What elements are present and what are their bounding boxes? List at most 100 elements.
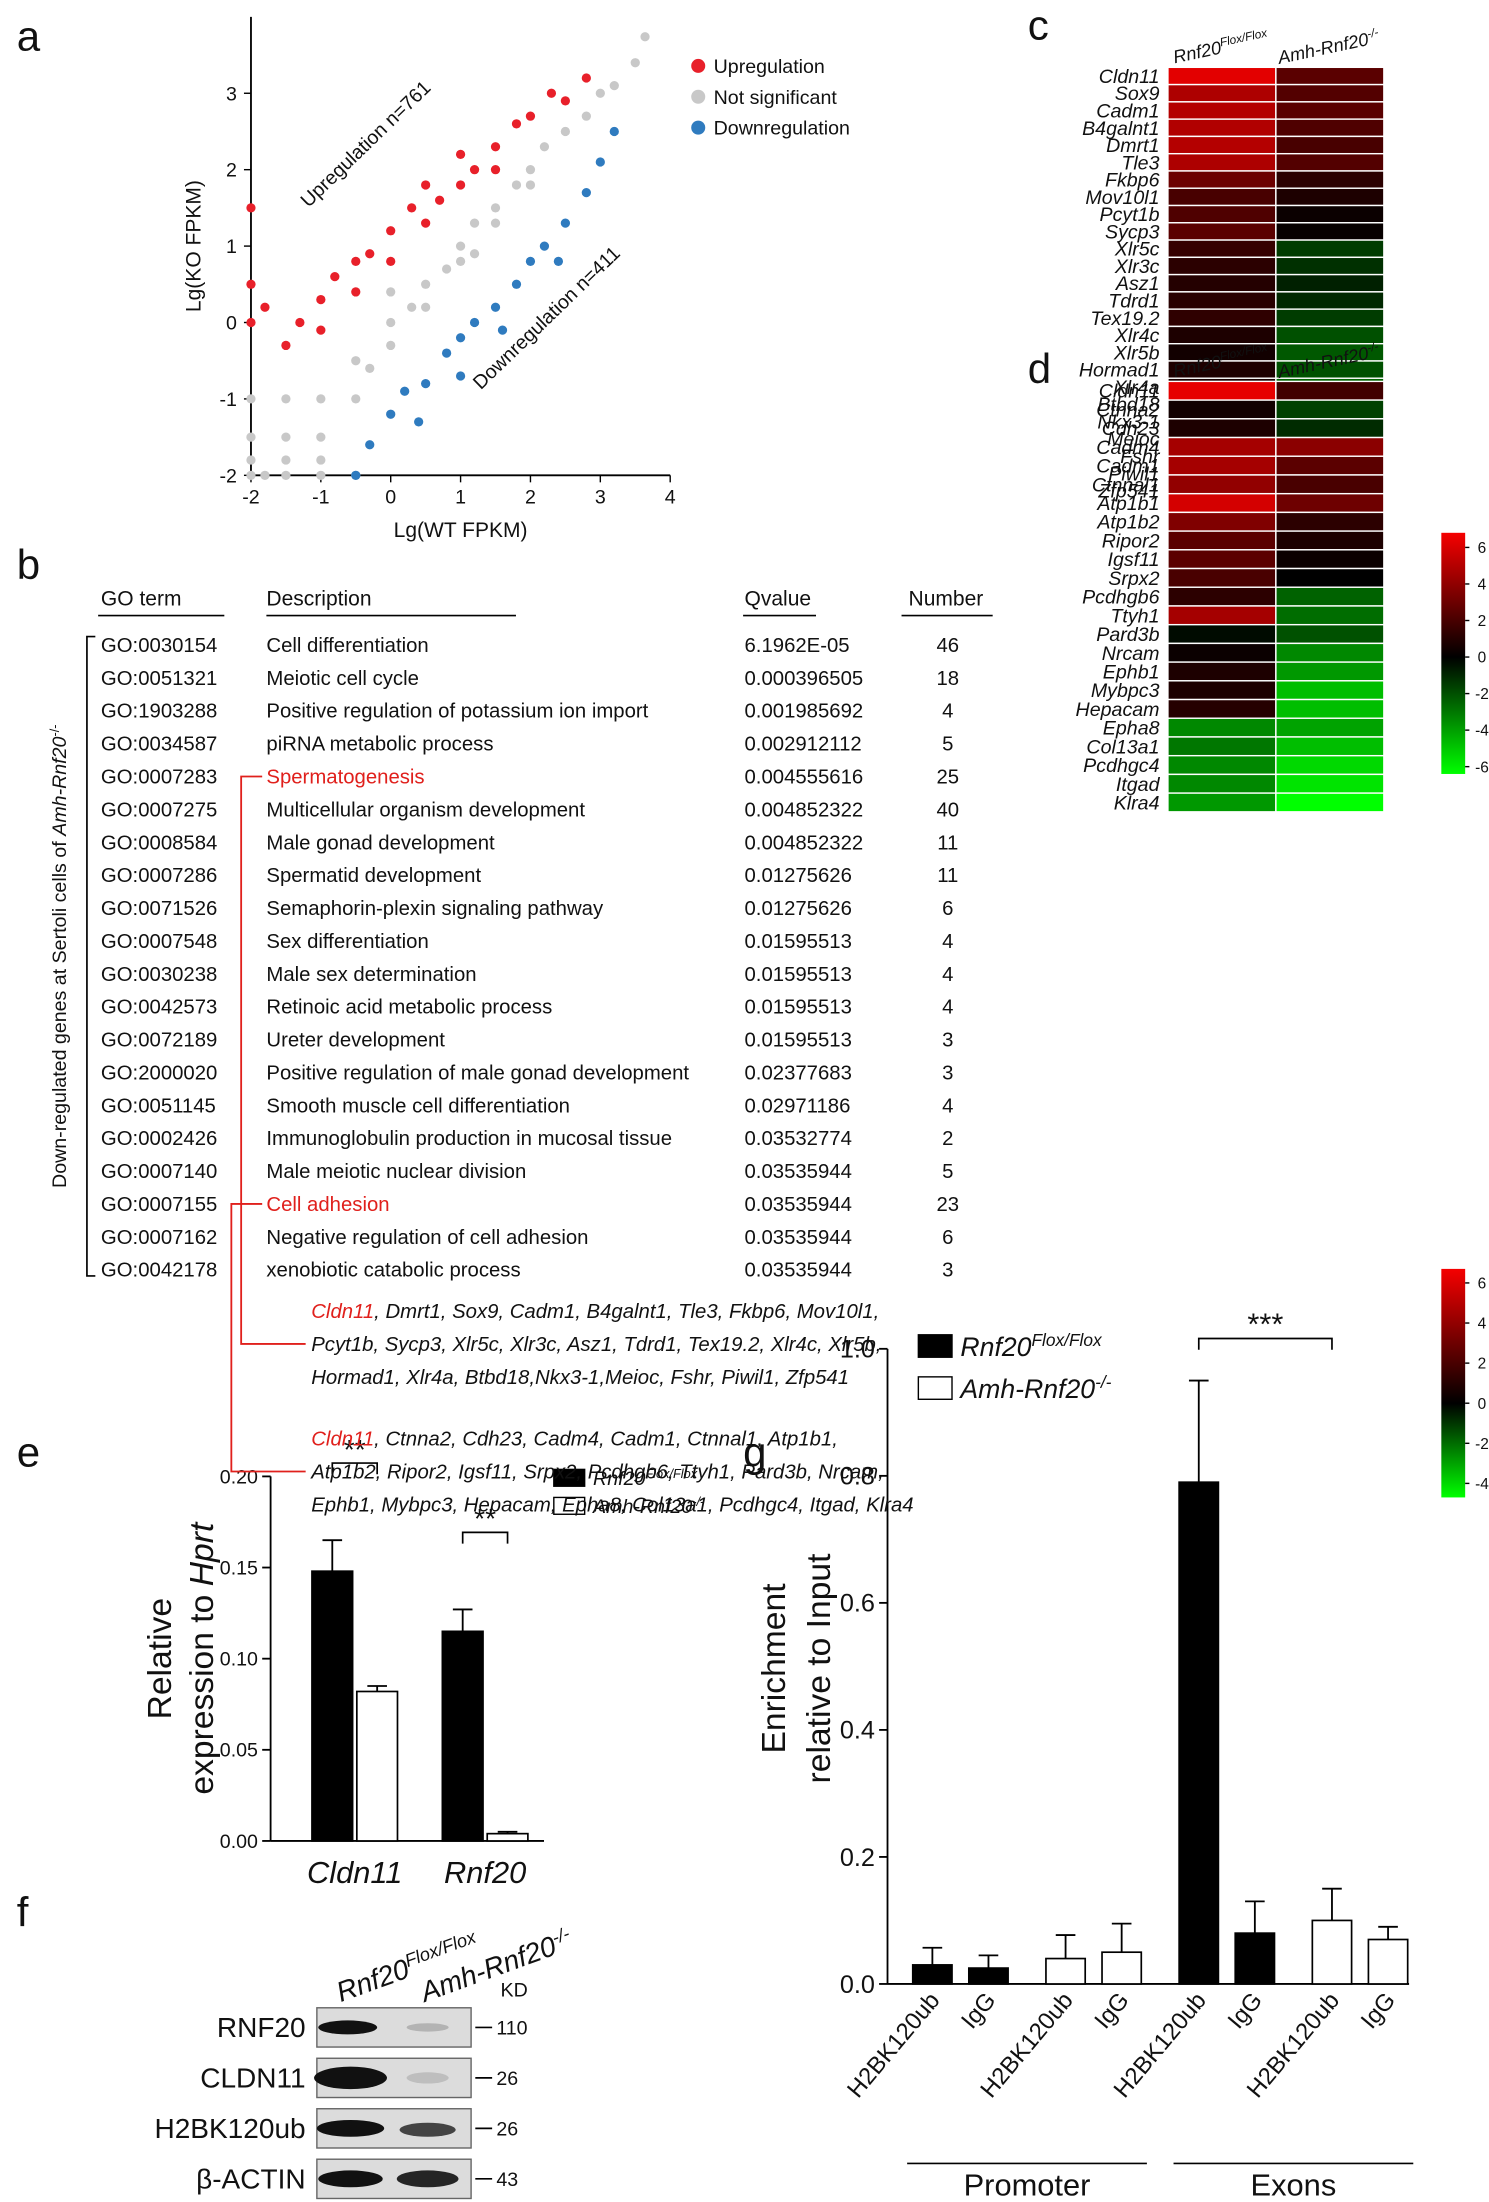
- legend-label-part: -/-: [692, 1493, 704, 1508]
- y-axis-label: expression to Hprt: [184, 1521, 221, 1795]
- heatmap-cell: [1167, 436, 1277, 457]
- heatmap-cell: [1167, 605, 1277, 626]
- gene-count: 4: [942, 997, 953, 1019]
- x-tick-label: 0: [385, 486, 396, 508]
- gene-list-line: Cldn11, Ctnna2, Cdh23, Cadm4, Cadm1, Ctn…: [311, 1429, 838, 1451]
- gene-list-text: , Ctnna2, Cdh23, Cadm4, Cadm1, Ctnnal1, …: [374, 1429, 838, 1451]
- side-label-part: Amh-Rnf20: [49, 736, 71, 836]
- heatmap-cell: [1275, 204, 1385, 224]
- y-tick-label: -2: [220, 465, 237, 487]
- y-tick-label: 0.2: [840, 1844, 875, 1872]
- band: [318, 2170, 383, 2188]
- row-label: Epha8: [1103, 718, 1160, 740]
- row-label: Sycp3: [1105, 221, 1160, 243]
- heatmap-cell: [1167, 204, 1277, 224]
- group-bracket: [86, 635, 96, 1277]
- y-tick-label: 0.15: [220, 1557, 258, 1579]
- colorbar-tick-label: 4: [1478, 1316, 1487, 1333]
- point: [246, 470, 256, 480]
- heatmap-cell: [1275, 436, 1385, 457]
- heatmap-cell: [1167, 530, 1277, 551]
- q-value: 6.1962E-05: [744, 635, 849, 657]
- q-value: 0.01275626: [744, 865, 851, 887]
- point: [386, 409, 396, 419]
- gene-count: 6: [942, 1227, 953, 1249]
- row-label: Zfp541: [1097, 481, 1159, 503]
- significance-label: **: [474, 1503, 496, 1534]
- go-description: Meiotic cell cycle: [266, 668, 419, 690]
- panel-label: c: [1028, 1, 1049, 48]
- x-tick-label: Cldn11: [307, 1855, 402, 1890]
- gene-count: 4: [942, 931, 953, 953]
- go-id: GO:0007283: [101, 767, 217, 789]
- point: [281, 432, 291, 442]
- bar: [967, 1967, 1009, 1985]
- point: [609, 126, 619, 137]
- q-value: 0.03535944: [744, 1194, 851, 1216]
- q-value: 0.03535944: [744, 1260, 851, 1282]
- heatmap-cell: [1275, 717, 1385, 738]
- colorbar-tick-label: 6: [1478, 540, 1487, 557]
- colorbar: [1441, 532, 1466, 774]
- row-label: Tle3: [1121, 152, 1159, 174]
- gene-list-text: Atp1b2, Ripor2, Igsf11, Srpx2, Pcdhgb6, …: [310, 1462, 884, 1484]
- point: [295, 317, 305, 328]
- q-value: 0.01595513: [744, 931, 851, 953]
- heatmap-cell: [1275, 170, 1385, 189]
- point: [386, 287, 396, 297]
- heatmap-cell: [1167, 698, 1277, 719]
- go-id: GO:0051145: [101, 1095, 216, 1117]
- panel-label: d: [1028, 345, 1051, 392]
- go-description: Spermatogenesis: [266, 767, 424, 789]
- y-axis-label-part: Enrichment: [756, 1583, 793, 1754]
- q-value: 0.002912112: [744, 734, 861, 756]
- row-label: Dmrt1: [1106, 135, 1159, 157]
- go-id: GO:1903288: [101, 701, 217, 723]
- x-tick-label: 3: [595, 486, 606, 508]
- point: [525, 256, 536, 266]
- row-label: Cadm4: [1096, 437, 1159, 459]
- row-label: Pcdhgc4: [1083, 755, 1159, 777]
- go-id: GO:0034587: [101, 734, 217, 756]
- go-description: xenobiotic catabolic process: [266, 1260, 520, 1282]
- x-tick-label: -1: [312, 486, 329, 508]
- row-label: Asz1: [1115, 273, 1160, 295]
- point: [490, 165, 501, 175]
- point: [400, 386, 410, 396]
- y-tick-label: 3: [226, 83, 237, 105]
- heatmap-cell: [1275, 736, 1385, 757]
- heatmap-cell: [1275, 661, 1385, 682]
- row-label: Pcdhgb6: [1082, 587, 1160, 609]
- point: [490, 203, 501, 213]
- y-axis-label: relative to Input: [801, 1553, 838, 1784]
- row-label: Ctnnal1: [1092, 474, 1160, 496]
- band: [316, 2119, 385, 2137]
- table-header: GO term: [101, 588, 182, 611]
- heatmap-cell: [1167, 152, 1277, 172]
- heatmap-cell: [1275, 773, 1385, 794]
- colorbar-tick-label: -4: [1475, 723, 1489, 740]
- point: [595, 88, 605, 98]
- side-label-part: -/-: [46, 725, 61, 737]
- gene-count: 2: [942, 1128, 953, 1150]
- point: [595, 157, 605, 167]
- y-axis-label-part: expression to: [184, 1595, 221, 1795]
- row-label: Cldn11: [1099, 381, 1160, 403]
- heatmap-cell: [1275, 418, 1385, 439]
- y-tick-label: 0: [226, 313, 237, 335]
- point: [581, 187, 591, 198]
- point: [351, 256, 361, 266]
- y-axis-label: Relative: [142, 1598, 179, 1719]
- q-value: 0.03535944: [744, 1227, 851, 1249]
- point: [434, 195, 445, 205]
- go-id: GO:0008584: [101, 832, 217, 854]
- heatmap-cell: [1167, 118, 1277, 138]
- point: [316, 394, 326, 404]
- bar: [311, 1570, 354, 1842]
- go-description: piRNA metabolic process: [266, 734, 493, 756]
- point: [560, 218, 571, 228]
- heatmap-cell: [1167, 291, 1277, 310]
- point: [511, 279, 522, 289]
- heatmap-cell: [1167, 773, 1277, 794]
- go-description: Male meiotic nuclear division: [266, 1161, 526, 1183]
